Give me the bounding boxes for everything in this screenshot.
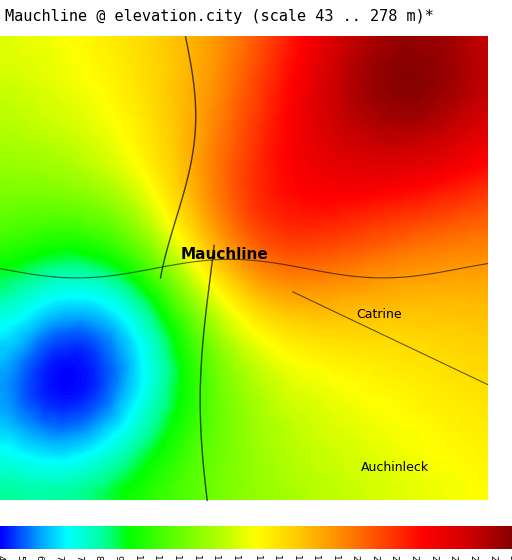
Text: Auchinleck: Auchinleck <box>361 461 429 474</box>
Text: Catrine: Catrine <box>356 309 402 321</box>
Text: Mauchline @ elevation.city (scale 43 .. 278 m)*: Mauchline @ elevation.city (scale 43 .. … <box>5 10 434 24</box>
Text: Mauchline: Mauchline <box>181 247 268 262</box>
